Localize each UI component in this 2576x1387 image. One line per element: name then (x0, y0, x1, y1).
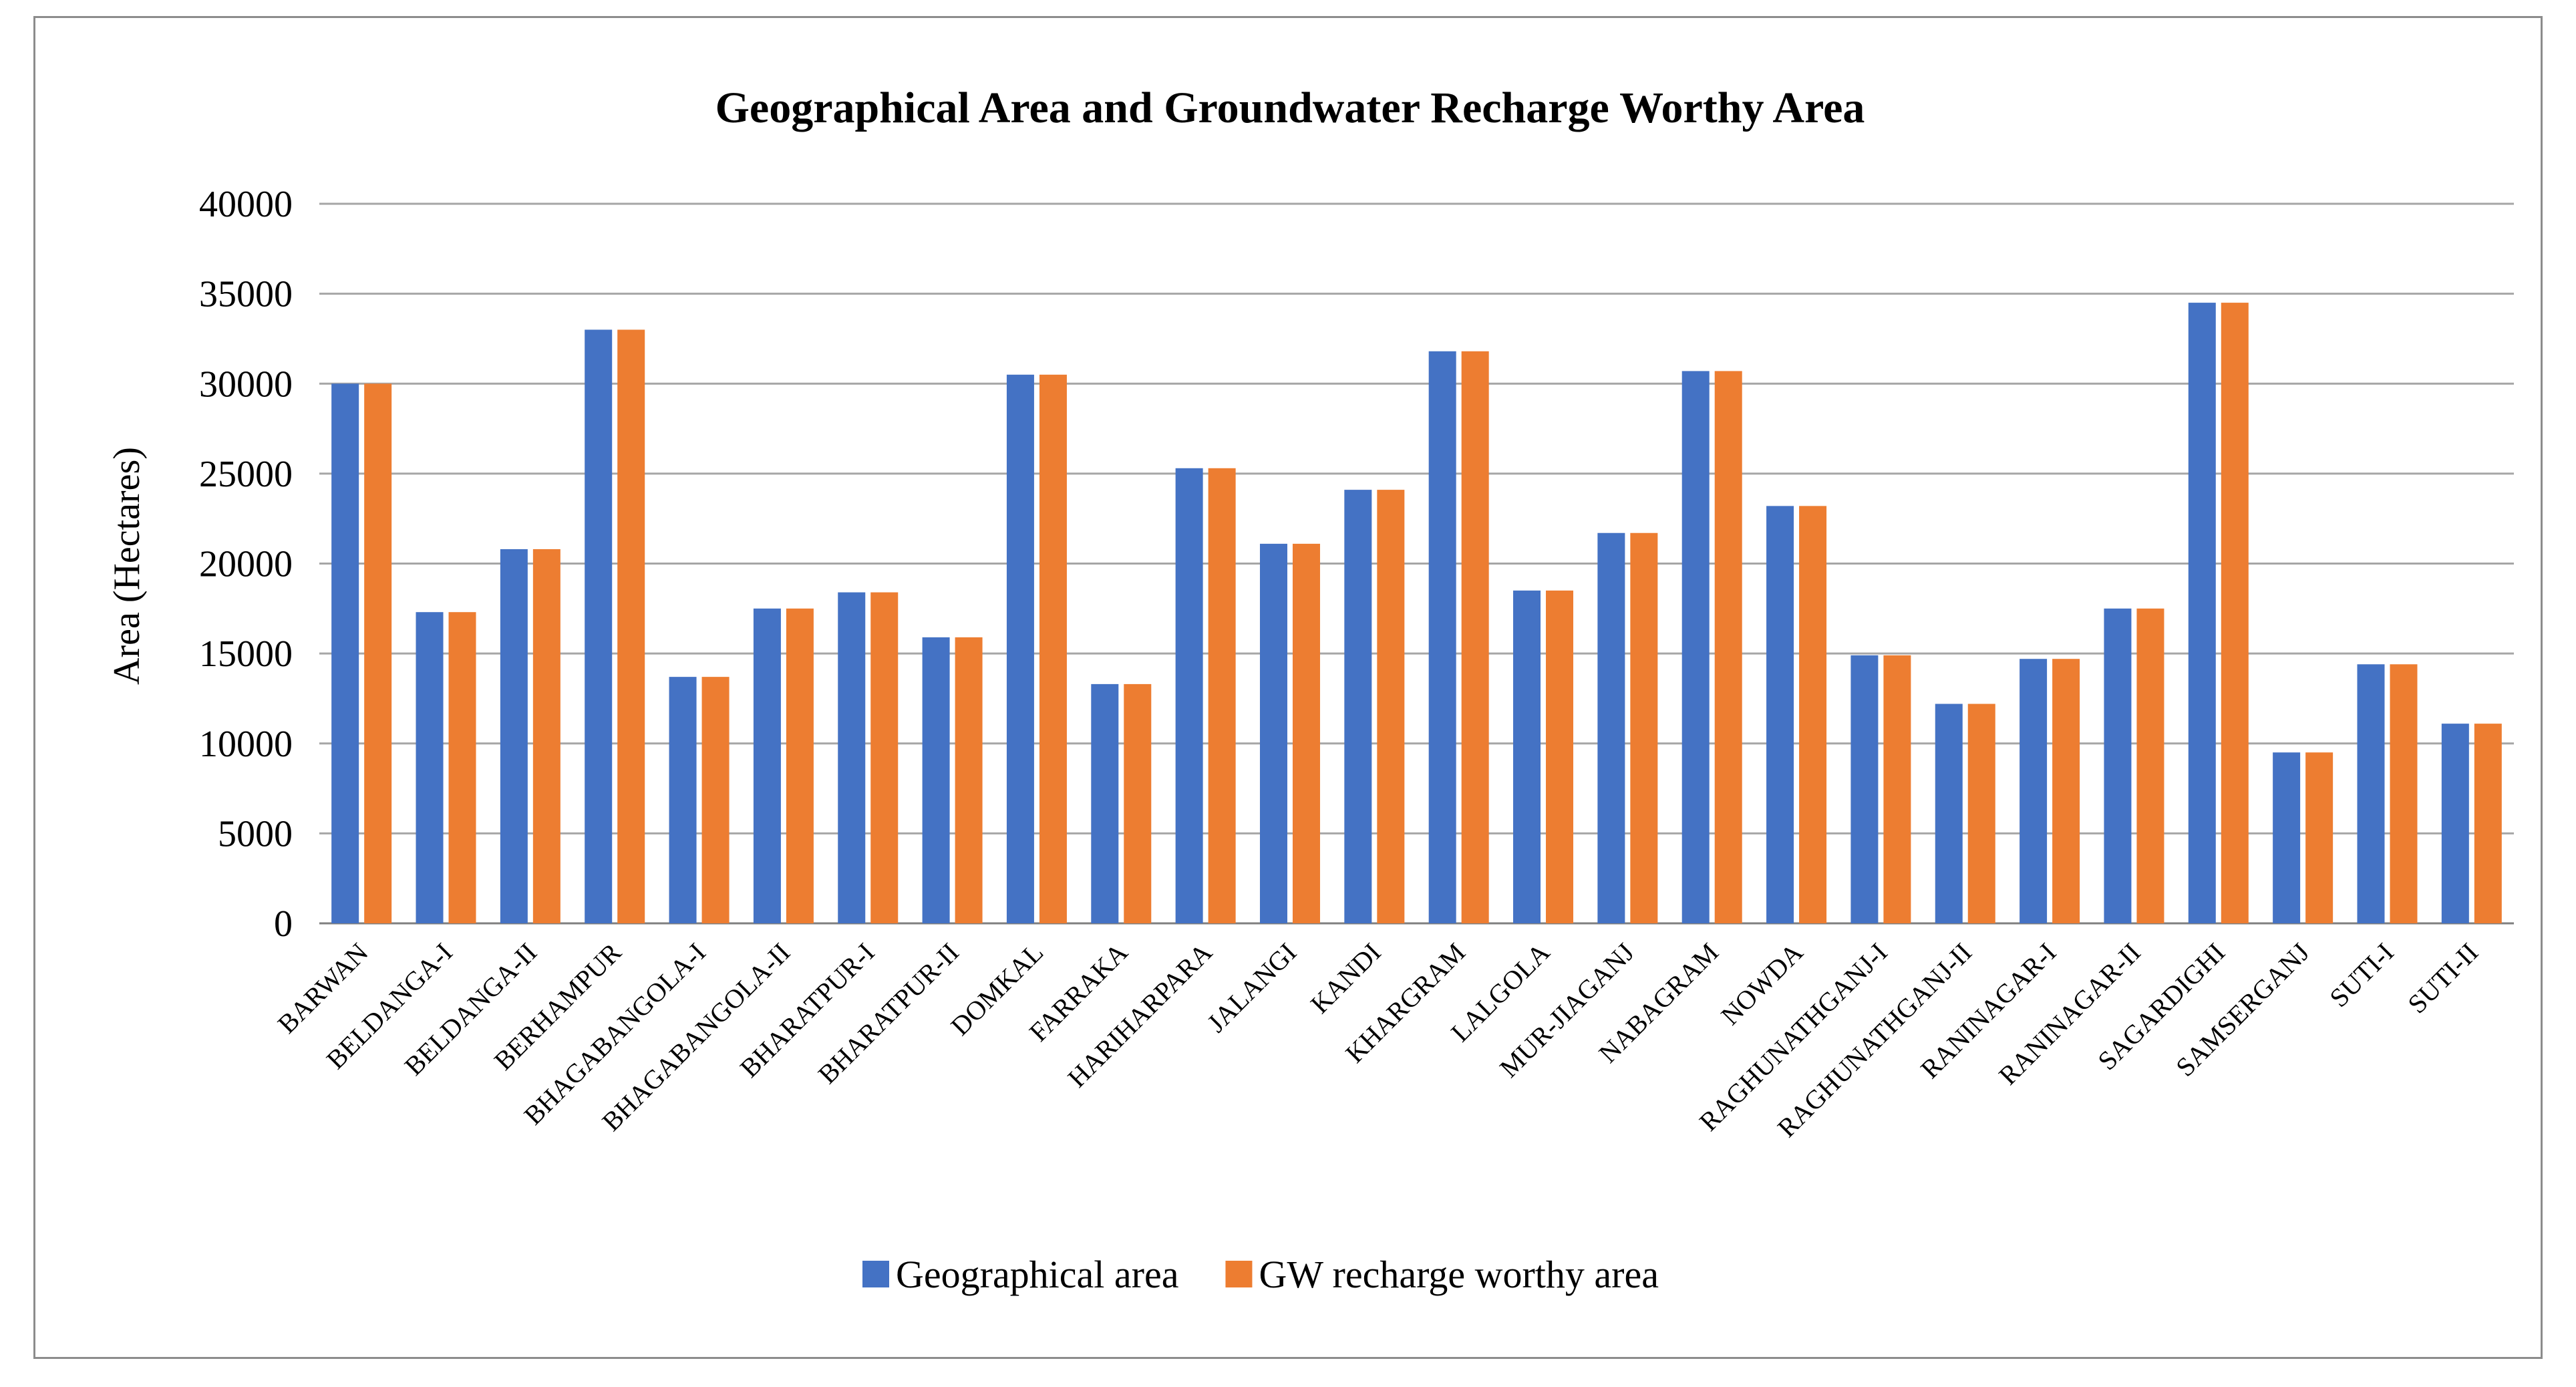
bar-geographical-area (2104, 608, 2132, 923)
bar-geographical-area (416, 612, 444, 923)
x-category-label: RANINAGAR-II (1993, 937, 2146, 1091)
bar-geographical-area (1259, 543, 1287, 923)
x-category-label: KANDI (1305, 937, 1387, 1020)
x-category-label: HARIHARPARA (1062, 937, 1218, 1093)
chart-area: Geographical Area and Groundwater Rechar… (33, 16, 2543, 1359)
bar-gw-recharge-worthy-area (532, 549, 560, 923)
x-axis-category-labels: BARWANBELDANGA-IBELDANGA-IIBERHAMPURBHAG… (272, 937, 2484, 1143)
bar-geographical-area (331, 383, 359, 923)
bar-gw-recharge-worthy-area (2305, 752, 2333, 923)
legend-entry: GW recharge worthy area (1259, 1253, 1659, 1296)
x-category-label: SUTI-I (2323, 937, 2400, 1014)
bar-geographical-area (2441, 724, 2469, 923)
y-tick-label: 35000 (199, 274, 293, 315)
bar-gw-recharge-worthy-area (617, 329, 645, 924)
bar-gw-recharge-worthy-area (701, 677, 730, 923)
y-axis-label: Area (Hectares) (106, 447, 148, 685)
bar-geographical-area (1175, 468, 1203, 923)
bar-gw-recharge-worthy-area (1883, 655, 1911, 923)
bar-geographical-area (669, 677, 697, 923)
y-tick-label: 5000 (218, 813, 293, 855)
bar-geographical-area (1850, 655, 1879, 923)
bar-geographical-area (1513, 590, 1541, 923)
bar-gw-recharge-worthy-area (1967, 704, 1995, 923)
bar-gw-recharge-worthy-area (1714, 371, 1742, 923)
y-axis-ticks: 0 5000 10000 15000 20000 25000 30000 35000 40000 (199, 184, 293, 945)
bar-gw-recharge-worthy-area (1799, 506, 1827, 923)
bar-gw-recharge-worthy-area (1377, 490, 1405, 923)
bar-geographical-area (2273, 752, 2301, 923)
bar-gw-recharge-worthy-area (1630, 532, 1658, 923)
y-tick-label: 10000 (199, 724, 293, 765)
bar-geographical-area (922, 637, 950, 923)
x-category-label: SUTI-II (2402, 937, 2484, 1020)
y-tick-label: 40000 (199, 184, 293, 225)
bar-geographical-area (500, 549, 528, 923)
legend: Geographical area GW recharge worthy area (862, 1253, 1659, 1296)
bar-geographical-area (1681, 371, 1710, 923)
bar-geographical-area (1428, 351, 1456, 923)
bar-gw-recharge-worthy-area (2221, 303, 2249, 923)
y-tick-label: 25000 (199, 454, 293, 495)
legend-swatch (1225, 1261, 1253, 1287)
bar-geographical-area (1344, 490, 1372, 923)
bar-geographical-area (2357, 664, 2385, 923)
bar-geographical-area (1935, 704, 1963, 923)
chart-title: Geographical Area and Groundwater Rechar… (715, 84, 1865, 132)
bar-geographical-area (1006, 374, 1034, 923)
bar-geographical-area (2188, 303, 2216, 923)
bar-geographical-area (1091, 683, 1119, 923)
bar-gw-recharge-worthy-area (1039, 374, 1067, 923)
bar-gw-recharge-worthy-area (2052, 659, 2080, 923)
gridlines (319, 202, 2514, 925)
bar-geographical-area (1597, 532, 1625, 923)
bar-gw-recharge-worthy-area (1124, 683, 1152, 923)
y-tick-label: 0 (274, 903, 293, 945)
bar-gw-recharge-worthy-area (364, 383, 392, 923)
x-category-label: JALANGI (1201, 937, 1302, 1038)
bar-gw-recharge-worthy-area (1546, 590, 1574, 923)
y-tick-label: 15000 (199, 633, 293, 675)
bar-geographical-area (753, 608, 781, 923)
bar-gw-recharge-worthy-area (2136, 608, 2164, 923)
bar-gw-recharge-worthy-area (448, 612, 476, 923)
y-tick-label: 30000 (199, 363, 293, 405)
bar-gw-recharge-worthy-area (955, 637, 983, 923)
bar-gw-recharge-worthy-area (870, 592, 899, 923)
legend-swatch (862, 1261, 889, 1287)
bar-gw-recharge-worthy-area (2390, 664, 2418, 923)
bars (331, 303, 2502, 924)
bar-geographical-area (838, 592, 866, 923)
bar-chart: Geographical Area and Groundwater Rechar… (106, 84, 2514, 1296)
bar-gw-recharge-worthy-area (2474, 724, 2502, 923)
x-category-label: BHARATPUR-II (812, 937, 965, 1090)
y-tick-label: 20000 (199, 544, 293, 585)
bar-geographical-area (585, 329, 613, 924)
bar-geographical-area (2020, 659, 2048, 923)
legend-entry: Geographical area (896, 1253, 1178, 1296)
bar-gw-recharge-worthy-area (786, 608, 814, 923)
bar-gw-recharge-worthy-area (1208, 468, 1236, 923)
bar-geographical-area (1766, 506, 1794, 923)
bar-gw-recharge-worthy-area (1292, 543, 1320, 923)
bar-gw-recharge-worthy-area (1461, 351, 1489, 923)
